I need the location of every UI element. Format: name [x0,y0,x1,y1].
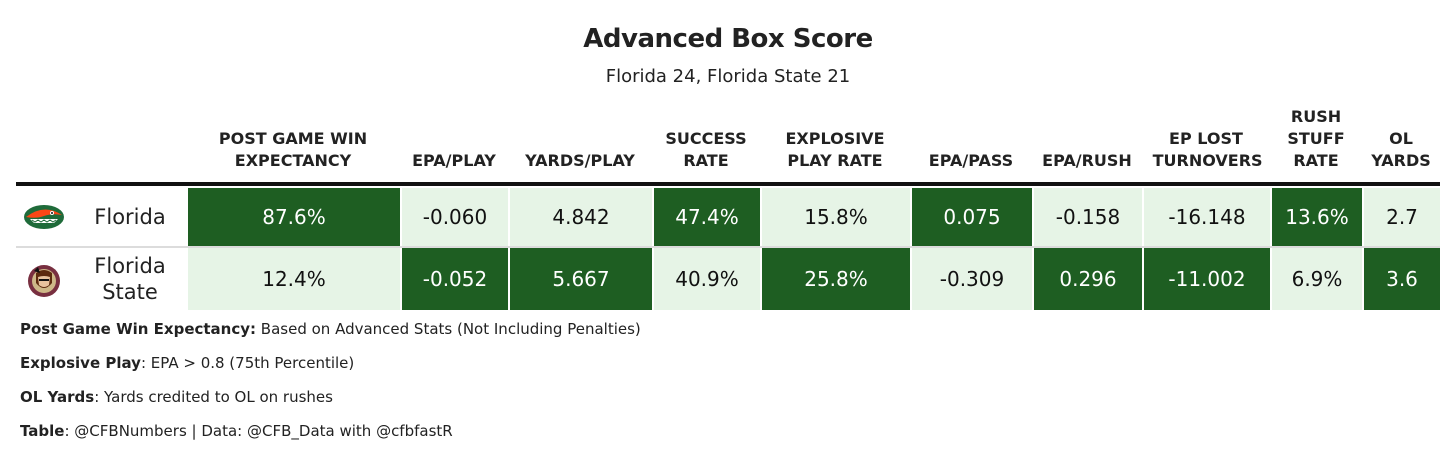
stat-cell: 0.296 [1032,248,1142,310]
stat-cell: -16.148 [1142,188,1270,246]
stat-cell: -0.060 [400,188,508,246]
stat-cell: 12.4% [186,248,400,310]
column-header: RUSH STUFF RATE [1270,106,1362,176]
column-header-text: SUCCESS RATE [665,129,747,170]
stat-cell: 2.7 [1362,188,1440,246]
row-separator [16,246,1440,248]
stat-cell: 13.6% [1270,188,1362,246]
column-header: POST GAME WIN EXPECTANCY [186,128,400,176]
footnote-label: Explosive Play [20,354,141,372]
stat-cell: 15.8% [760,188,910,246]
header-rule [16,182,1440,186]
footnote-text: : @CFBNumbers | Data: @CFB_Data with @cf… [64,422,453,440]
footnote: Post Game Win Expectancy: Based on Advan… [20,320,641,338]
table-title: Advanced Box Score [583,24,873,54]
column-header: EPA/RUSH [1032,150,1142,176]
column-header-text: EPA/PLAY [412,151,496,170]
column-header: EXPLOSIVE PLAY RATE [760,128,910,176]
team-name: Florida [94,205,166,229]
column-header-text: EPA/PASS [928,151,1014,170]
column-header: OL YARDS [1362,128,1440,176]
column-header-text: EPA/RUSH [1042,151,1132,170]
column-header-text: EP LOST TURNOVERS [1152,129,1263,170]
stat-cell: 5.667 [508,248,652,310]
column-header: YARDS/PLAY [508,150,652,176]
footnote: Table: @CFBNumbers | Data: @CFB_Data wit… [20,422,453,440]
column-header-text: POST GAME WIN EXPECTANCY [218,129,368,170]
column-header: EP LOST TURNOVERS [1142,128,1270,176]
stat-cell: -11.002 [1142,248,1270,310]
footnote-text: : EPA > 0.8 (75th Percentile) [140,354,355,372]
footnote: OL Yards: Yards credited to OL on rushes [20,388,333,406]
stat-cell: 40.9% [652,248,760,310]
stat-cell: 47.4% [652,188,760,246]
column-header: EPA/PASS [910,150,1032,176]
column-header-text: EXPLOSIVE PLAY RATE [785,129,885,170]
footnote-label: OL Yards [20,388,95,406]
stat-cell: 3.6 [1362,248,1440,310]
florida-gators-logo-icon [22,201,66,238]
stat-cell: 6.9% [1270,248,1362,310]
stat-cell: -0.158 [1032,188,1142,246]
table-subtitle: Florida 24, Florida State 21 [605,66,851,87]
column-header: EPA/PLAY [400,150,508,176]
florida-state-seminoles-logo-icon [22,263,66,304]
stat-cell: 0.075 [910,188,1032,246]
column-header: SUCCESS RATE [652,128,760,176]
stat-cell: 87.6% [186,188,400,246]
column-header-text: YARDS/PLAY [525,151,635,170]
footnote: Explosive Play: EPA > 0.8 (75th Percenti… [20,354,354,372]
column-headers: POST GAME WIN EXPECTANCY EPA/PLAY YARDS/PL… [0,100,1456,176]
footnote-text: Based on Advanced Stats (Not Including P… [256,320,641,338]
stat-cell: -0.052 [400,248,508,310]
stat-cell: 25.8% [760,248,910,310]
footnote-text: : Yards credited to OL on rushes [94,388,333,406]
column-header-text: OL YARDS [1371,129,1431,170]
footnote-label: Table [20,422,65,440]
stat-cell: -0.309 [910,248,1032,310]
team-name: Florida State [94,254,166,304]
column-header-text: RUSH STUFF RATE [1287,107,1345,170]
stat-cell: 4.842 [508,188,652,246]
footnote-label: Post Game Win Expectancy: [20,320,257,338]
